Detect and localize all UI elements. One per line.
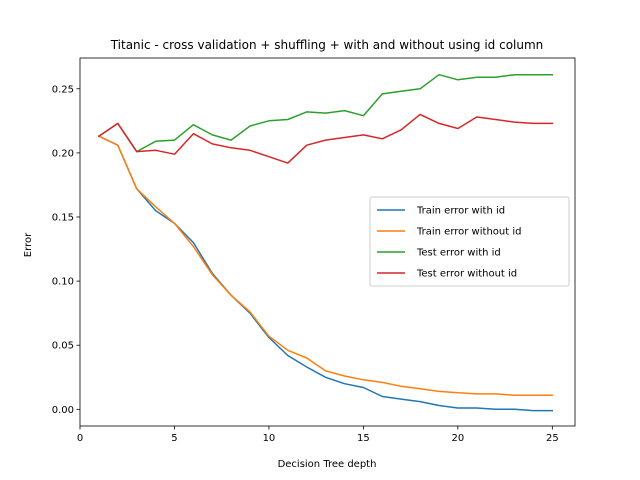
legend-label-2: Train error without id bbox=[416, 227, 521, 238]
x-tick-label: 5 bbox=[171, 433, 177, 444]
axes: 0 5 10 15 20 25 0.00 0.05 0.10 0.15 0.20 0.25 bbox=[52, 57, 576, 444]
x-tick-label: 25 bbox=[546, 433, 559, 444]
series-line-2 bbox=[97, 135, 554, 396]
y-tick-label: 0.20 bbox=[52, 148, 74, 159]
x-tick-label: 0 bbox=[77, 433, 83, 444]
y-tick-label: 0.00 bbox=[52, 405, 74, 416]
y-tick-label: 0.05 bbox=[52, 341, 74, 352]
x-axis-title: Decision Tree depth bbox=[278, 459, 377, 470]
x-tick-label: 15 bbox=[357, 433, 370, 444]
x-tick-label: 10 bbox=[263, 433, 276, 444]
y-tick-label: 0.10 bbox=[52, 277, 74, 288]
y-tick-label: 0.25 bbox=[52, 84, 74, 95]
axes-frame bbox=[79, 57, 576, 427]
chart-title: Titanic - cross validation + shuffling +… bbox=[110, 38, 544, 52]
legend-label-4: Test error without id bbox=[416, 269, 517, 280]
series-line-3 bbox=[97, 73, 554, 153]
x-tick-label: 20 bbox=[451, 433, 464, 444]
y-axis-title: Error bbox=[23, 232, 34, 257]
legend: Train error with id Train error without i… bbox=[369, 196, 570, 287]
legend-label-3: Test error with id bbox=[416, 248, 501, 259]
legend-label-1: Train error with id bbox=[416, 206, 505, 217]
y-tick-label: 0.15 bbox=[52, 212, 74, 223]
series-line-4 bbox=[97, 113, 554, 164]
legend-box bbox=[369, 196, 570, 287]
plot-area bbox=[97, 73, 554, 412]
